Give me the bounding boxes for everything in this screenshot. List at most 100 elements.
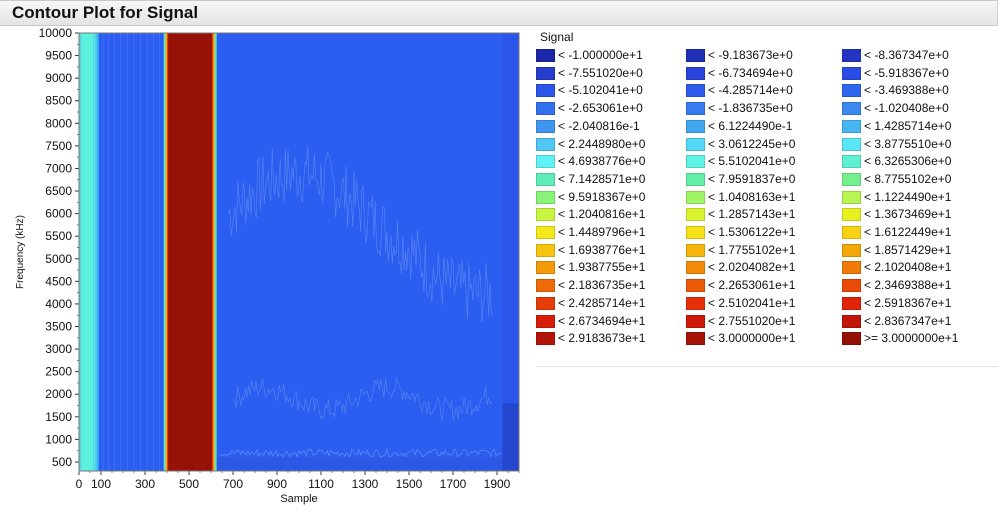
- legend-swatch: [842, 279, 861, 293]
- legend-label: < 2.2653061e+1: [708, 278, 796, 293]
- legend-label: < 4.6938776e+0: [558, 154, 646, 169]
- legend-swatch: [842, 226, 861, 239]
- heatmap-band: [214, 33, 218, 471]
- legend-label: >= 3.0000000e+1: [864, 331, 959, 346]
- legend-label: < -2.040816e-1: [558, 118, 640, 133]
- legend-label: < -6.734694e+0: [708, 65, 793, 80]
- legend-label: < 3.0612245e+0: [708, 136, 796, 151]
- legend-swatch: [842, 190, 861, 204]
- legend-label: < 1.6122449e+1: [864, 225, 952, 239]
- y-tick-label: 2500: [45, 365, 72, 379]
- legend-swatch: [686, 84, 705, 98]
- legend-swatch: [842, 314, 861, 328]
- heatmap-band: [213, 33, 216, 471]
- legend-label: < 7.1428571e+0: [558, 171, 646, 186]
- y-tick-label: 6500: [45, 184, 72, 198]
- legend-label: < 2.5102041e+1: [708, 295, 796, 310]
- legend-label: < 2.4285714e+1: [558, 295, 646, 310]
- legend-swatch: [686, 119, 705, 133]
- y-tick-label: 5000: [45, 252, 72, 266]
- legend-swatch: [536, 226, 555, 239]
- heatmap-bands: [79, 33, 520, 471]
- legend-label: < 1.3673469e+1: [864, 207, 952, 222]
- legend-swatch: [686, 226, 705, 239]
- legend-swatch: [536, 155, 555, 169]
- legend-swatch: [536, 137, 555, 151]
- y-tick-label: 1500: [45, 410, 72, 424]
- legend-swatch: [686, 243, 705, 257]
- legend-swatch: [536, 49, 555, 62]
- x-tick-label: 0: [76, 477, 83, 491]
- x-tick-label: 500: [179, 477, 199, 491]
- legend-label: < 1.9387755e+1: [558, 260, 646, 275]
- legend-label: < 8.7755102e+0: [864, 171, 952, 186]
- legend-label: < -9.183673e+0: [708, 48, 793, 62]
- contour-line: [219, 447, 502, 458]
- legend-label: < -2.653061e+0: [558, 101, 643, 116]
- legend-swatch: [842, 49, 861, 62]
- legend-swatch: [686, 172, 705, 186]
- legend-label: < 2.3469388e+1: [864, 278, 952, 293]
- legend-label: < -5.918367e+0: [864, 65, 949, 80]
- legend-label: < -4.285714e+0: [708, 83, 793, 98]
- legend-swatch: [536, 261, 555, 275]
- heatmap-band: [216, 33, 503, 471]
- legend-label: < 2.0204082e+1: [708, 260, 796, 275]
- legend-swatch: [536, 243, 555, 257]
- x-tick-label: 1300: [352, 477, 379, 491]
- legend-swatch: [686, 208, 705, 222]
- y-axis-label-group: Frequency (kHz): [15, 215, 26, 289]
- legend-swatch: [536, 190, 555, 204]
- legend-swatch: [842, 332, 861, 346]
- legend-label: < 2.8367347e+1: [864, 313, 952, 328]
- legend-swatch: [686, 279, 705, 293]
- legend-swatch: [686, 190, 705, 204]
- legend-label: < 1.1224490e+1: [864, 189, 952, 204]
- legend-swatch: [536, 314, 555, 328]
- legend-label: < 9.5918367e+0: [558, 189, 646, 204]
- legend-label: < -8.367347e+0: [864, 48, 949, 62]
- legend-label: < 1.4489796e+1: [558, 225, 646, 239]
- legend-label: < -7.551020e+0: [558, 65, 643, 80]
- heatmap-band: [165, 33, 168, 471]
- legend-swatch: [536, 296, 555, 310]
- legend-swatch: [536, 208, 555, 222]
- y-tick-label: 3500: [45, 320, 72, 334]
- legend: Signal < -1.000000e+1 < -9.183673e+0 < -8.…: [536, 28, 998, 367]
- legend-swatch: [536, 332, 555, 346]
- legend-swatch: [842, 261, 861, 275]
- heatmap-band: [502, 33, 520, 471]
- legend-swatch: [842, 296, 861, 310]
- legend-label: < 1.2857143e+1: [708, 207, 796, 222]
- legend-swatch: [536, 119, 555, 133]
- x-tick-label: 100: [91, 477, 111, 491]
- legend-swatch: [842, 243, 861, 257]
- y-tick-label: 7500: [45, 139, 72, 153]
- y-tick-label: 4500: [45, 274, 72, 288]
- y-tick-label: 7000: [45, 161, 72, 175]
- legend-swatch: [536, 172, 555, 186]
- heatmap-band: [79, 33, 82, 471]
- legend-swatch: [686, 137, 705, 151]
- legend-swatch: [842, 172, 861, 186]
- legend-label: < -1.000000e+1: [558, 48, 643, 62]
- legend-swatch: [686, 155, 705, 169]
- y-tick-label: 2000: [45, 387, 72, 401]
- legend-label: < 2.2448980e+0: [558, 136, 646, 151]
- legend-label: < 2.9183673e+1: [558, 331, 646, 346]
- legend-swatch: [686, 102, 705, 116]
- x-tick-label: 300: [135, 477, 155, 491]
- x-axis-label: Sample: [280, 493, 317, 505]
- axis-ticks: 5001000150020002500300035004000450050005…: [39, 26, 520, 491]
- legend-label: < 3.8775510e+0: [864, 136, 952, 151]
- title-bar: Contour Plot for Signal: [0, 0, 998, 26]
- legend-label: < 2.7551020e+1: [708, 313, 796, 328]
- y-axis-label: Frequency (kHz): [15, 215, 26, 289]
- y-tick-label: 9000: [45, 71, 72, 85]
- legend-swatch: [842, 84, 861, 98]
- heatmap-band: [166, 33, 169, 471]
- y-tick-label: 500: [52, 455, 72, 469]
- legend-label: < -1.836735e+0: [708, 101, 793, 116]
- x-tick-label: 1100: [308, 477, 334, 491]
- legend-label: < -5.102041e+0: [558, 83, 643, 98]
